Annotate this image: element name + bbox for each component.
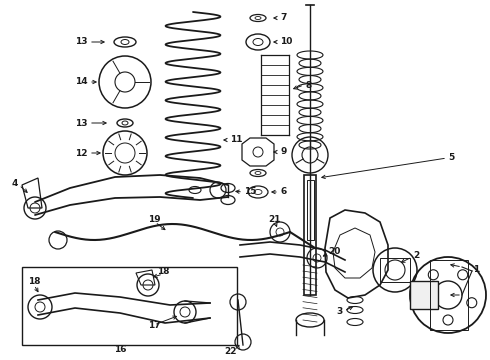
Text: 13: 13 — [75, 118, 88, 127]
Text: 21: 21 — [268, 216, 280, 225]
Text: 14: 14 — [75, 77, 88, 86]
Text: 16: 16 — [114, 346, 126, 355]
Text: 17: 17 — [148, 320, 161, 329]
Text: 11: 11 — [230, 135, 243, 144]
Bar — [430, 260, 468, 330]
Text: 4: 4 — [12, 179, 19, 188]
Bar — [304, 175, 316, 295]
Text: 3: 3 — [337, 306, 343, 315]
Text: 7: 7 — [280, 13, 286, 22]
Text: 9: 9 — [280, 148, 286, 157]
Bar — [22, 267, 237, 345]
Text: 10: 10 — [280, 37, 293, 46]
Bar — [380, 258, 410, 282]
Bar — [410, 281, 438, 309]
Text: 2: 2 — [413, 252, 419, 261]
Text: 8: 8 — [305, 81, 311, 90]
Text: 20: 20 — [328, 248, 341, 256]
Text: 18: 18 — [157, 267, 170, 276]
Text: 22: 22 — [224, 347, 236, 356]
Bar — [307, 180, 314, 240]
Text: 13: 13 — [75, 37, 88, 46]
Text: 15: 15 — [244, 188, 256, 197]
Text: 1: 1 — [473, 266, 479, 274]
Text: 5: 5 — [448, 153, 454, 162]
Text: 18: 18 — [28, 278, 41, 287]
Text: 6: 6 — [280, 188, 286, 197]
Text: 19: 19 — [148, 216, 161, 225]
Text: 12: 12 — [75, 148, 88, 158]
